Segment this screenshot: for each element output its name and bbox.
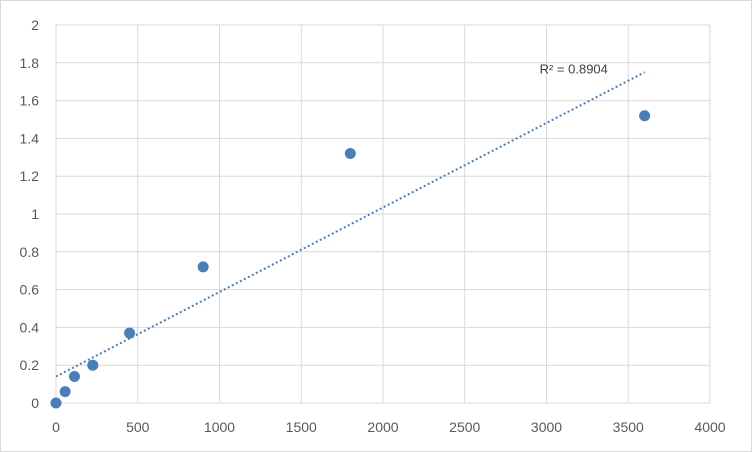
- trendline: [55, 71, 646, 378]
- y-tick-label: 1: [31, 206, 39, 222]
- y-tick-label: 0.8: [20, 244, 40, 260]
- data-point: [124, 327, 136, 339]
- data-point: [344, 148, 356, 160]
- r-squared-label: R² = 0.8904: [540, 61, 608, 76]
- data-point: [197, 261, 209, 273]
- y-tick-label: 1.8: [20, 55, 40, 71]
- data-point: [639, 110, 651, 122]
- data-point: [87, 359, 99, 371]
- x-tick-label: 500: [126, 419, 150, 435]
- x-axis-tick-labels: 0 500 1000 1500 2000 2500 3000 3500 4000: [52, 419, 726, 435]
- data-point: [68, 371, 80, 383]
- x-tick-label: 1500: [286, 419, 317, 435]
- data-points: [50, 110, 651, 409]
- y-tick-label: 1.4: [20, 130, 40, 146]
- horizontal-gridlines: [56, 24, 710, 404]
- y-axis-tick-labels: 0 0.2 0.4 0.6 0.8 1 1.2 1.4 1.6 1.8 2: [20, 17, 40, 411]
- y-tick-label: 2: [31, 17, 39, 33]
- x-tick-label: 2000: [367, 419, 398, 435]
- y-tick-label: 1.6: [20, 93, 40, 109]
- y-tick-label: 0.6: [20, 282, 40, 298]
- x-tick-label: 2500: [449, 419, 480, 435]
- y-tick-label: 1.2: [20, 168, 40, 184]
- x-tick-label: 3000: [531, 419, 562, 435]
- x-tick-label: 1000: [204, 419, 235, 435]
- y-tick-label: 0.4: [20, 319, 40, 335]
- x-tick-label: 0: [52, 419, 60, 435]
- data-point: [59, 386, 71, 398]
- y-tick-label: 0.2: [20, 357, 40, 373]
- data-point: [50, 397, 62, 409]
- y-tick-label: 0: [31, 395, 39, 411]
- x-tick-label: 3500: [613, 419, 644, 435]
- x-tick-label: 4000: [694, 419, 725, 435]
